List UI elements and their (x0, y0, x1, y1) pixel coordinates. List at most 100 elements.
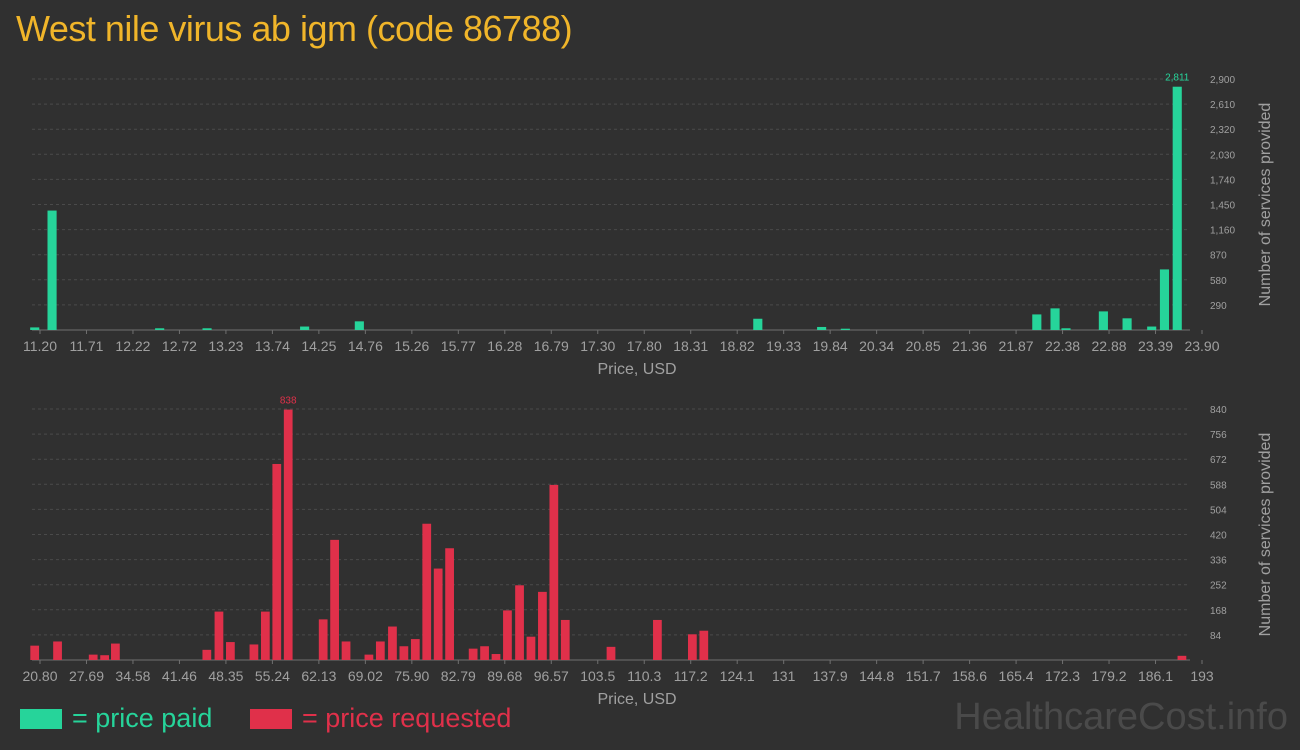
paid-y-tick-label: 2,610 (1210, 100, 1235, 111)
paid-y-tick-label: 2,900 (1210, 75, 1235, 86)
requested-x-tick-label: 172.3 (1045, 668, 1080, 684)
requested-bar (433, 568, 443, 660)
paid-bar (202, 328, 212, 330)
paid-x-tick-label: 15.26 (394, 338, 429, 354)
paid-bar (1050, 308, 1060, 330)
requested-max-value-label: 838 (280, 396, 297, 407)
requested-x-tick-label: 110.3 (627, 668, 661, 684)
requested-x-tick-label: 165.4 (999, 668, 1034, 684)
requested-x-tick-label: 55.24 (255, 668, 290, 684)
paid-x-tick-label: 15.77 (441, 338, 476, 354)
paid-x-tick-label: 12.72 (162, 338, 197, 354)
requested-x-tick-label: 20.80 (22, 668, 57, 684)
paid-y-tick-label: 1,740 (1210, 175, 1235, 186)
paid-x-tick-label: 17.30 (580, 338, 615, 354)
requested-bar (375, 641, 385, 660)
paid-x-tick-label: 21.36 (952, 338, 987, 354)
requested-bar (480, 646, 489, 660)
legend-paid-swatch (20, 708, 62, 729)
requested-bar (202, 649, 212, 660)
requested-bar (330, 539, 339, 660)
paid-bar (840, 328, 850, 330)
paid-x-tick-label: 16.79 (534, 338, 569, 354)
requested-bar (687, 634, 697, 660)
requested-bar (399, 646, 409, 660)
requested-bar (272, 463, 282, 660)
requested-x-axis-title: Price, USD (597, 691, 676, 708)
paid-bar (300, 326, 310, 330)
requested-x-tick-label: 69.02 (348, 668, 383, 684)
requested-bar (515, 585, 524, 660)
requested-bar (653, 619, 662, 660)
paid-bar (1061, 328, 1071, 330)
paid-y-tick-label: 580 (1210, 276, 1227, 287)
requested-x-tick-label: 158.6 (952, 668, 987, 684)
paid-x-tick-label: 12.22 (115, 338, 150, 354)
requested-bar (214, 611, 224, 660)
requested-bar (30, 645, 40, 660)
paid-x-tick-label: 13.74 (255, 338, 290, 354)
price-paid-chart: 290 580 870 1,160 1,450 1,740 2,030 2,320 2,610 2… (23, 73, 1274, 378)
paid-x-tick-label: 22.38 (1045, 338, 1080, 354)
requested-bar (53, 641, 62, 660)
requested-x-tick-label: 96.57 (534, 668, 569, 684)
requested-bar (100, 655, 109, 660)
legend-requested: = price requested (250, 703, 511, 734)
requested-bar (699, 630, 709, 660)
requested-bar (341, 641, 351, 660)
requested-x-tick-label: 124.1 (720, 668, 755, 684)
requested-bar (422, 523, 432, 660)
requested-y-tick-label: 420 (1210, 531, 1227, 542)
requested-x-tick-label: 27.69 (69, 668, 104, 684)
requested-y-tick-label: 84 (1210, 631, 1222, 642)
paid-x-tick-label: 16.28 (487, 338, 522, 354)
legend-paid: = price paid (20, 703, 212, 734)
requested-y-tick-label: 504 (1210, 505, 1227, 516)
price-requested-chart: 84 168 252 336 420 504 588 672 756 840 20.80 27.69 3… (22, 396, 1274, 708)
requested-x-tick-label: 179.2 (1092, 668, 1127, 684)
paid-x-tick-label: 17.80 (627, 338, 662, 354)
requested-bar (410, 639, 420, 660)
requested-x-tick-label: 34.58 (115, 668, 150, 684)
requested-bar (503, 610, 512, 660)
paid-max-value-label: 2,811 (1165, 73, 1190, 84)
requested-y-tick-label: 252 (1210, 581, 1227, 592)
requested-bar (606, 646, 616, 660)
paid-bar (354, 321, 364, 330)
requested-y-tick-label: 168 (1210, 606, 1227, 617)
paid-x-tick-label: 22.88 (1092, 338, 1127, 354)
paid-bar (753, 318, 763, 330)
paid-x-tick-label: 14.25 (301, 338, 336, 354)
paid-y-tick-label: 2,320 (1210, 125, 1235, 136)
paid-bar (47, 210, 57, 330)
paid-x-tick-label: 23.90 (1184, 338, 1219, 354)
legend-requested-label: = price requested (302, 703, 512, 733)
paid-x-tick-label: 14.76 (348, 338, 383, 354)
paid-y-axis-title: Number of services provided (1257, 103, 1274, 307)
paid-x-tick-label: 11.71 (69, 338, 103, 354)
paid-bar (1159, 269, 1170, 330)
requested-y-tick-label: 672 (1210, 455, 1227, 466)
requested-bar (560, 619, 570, 660)
paid-x-tick-label: 23.39 (1138, 338, 1173, 354)
requested-x-tick-label: 137.9 (813, 668, 848, 684)
paid-x-tick-label: 19.84 (813, 338, 848, 354)
paid-y-tick-label: 870 (1210, 251, 1227, 262)
requested-x-tick-label: 48.35 (208, 668, 243, 684)
paid-bar (817, 326, 827, 330)
requested-bar (111, 643, 120, 660)
requested-x-tick-label: 151.7 (906, 668, 941, 684)
paid-x-tick-label: 18.31 (673, 338, 708, 354)
requested-bar (260, 611, 270, 660)
paid-y-tick-label: 1,160 (1210, 226, 1235, 237)
paid-x-tick-label: 20.34 (859, 338, 894, 354)
requested-bar (88, 654, 98, 660)
requested-bar (318, 619, 328, 660)
requested-y-axis-title: Number of services provided (1257, 433, 1274, 637)
paid-y-tick-label: 2,030 (1210, 150, 1235, 161)
requested-x-tick-label: 75.90 (394, 668, 429, 684)
paid-x-tick-label: 20.85 (906, 338, 941, 354)
paid-x-axis-title: Price, USD (597, 361, 676, 378)
legend-requested-swatch (250, 708, 292, 729)
requested-bar (1177, 655, 1187, 660)
